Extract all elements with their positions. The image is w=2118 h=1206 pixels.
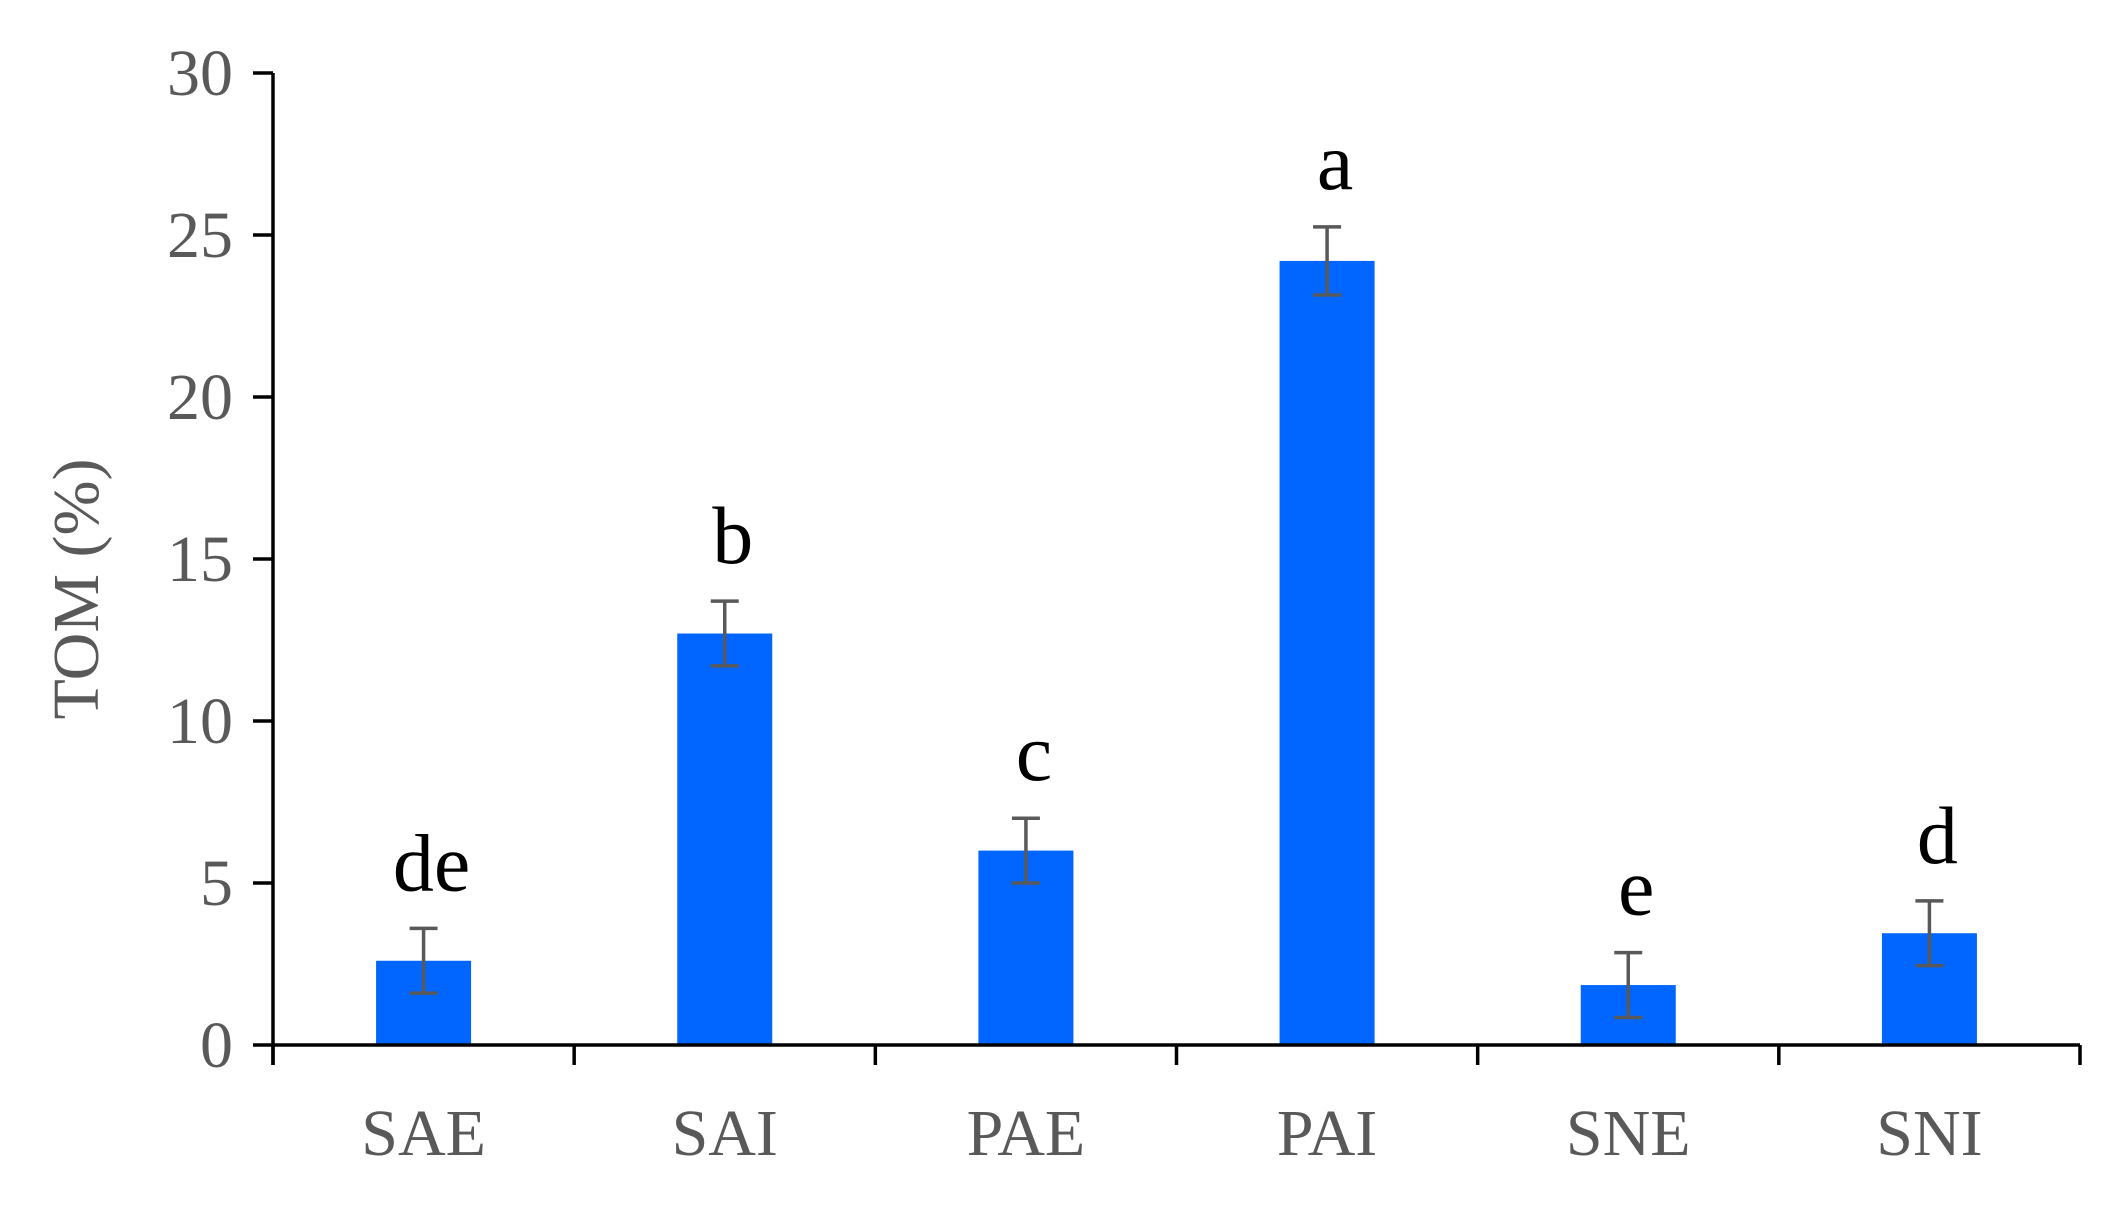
significance-label-sai: b [712, 490, 753, 581]
error-bars [409, 225, 1944, 1020]
bar-pai [1279, 260, 1375, 1045]
y-tick-label: 15 [167, 523, 233, 596]
y-tick-label: 20 [167, 361, 233, 434]
y-tick-label: 25 [167, 199, 233, 272]
y-axis-ticks: 0 5 10 15 20 25 30 [167, 37, 273, 1082]
y-tick-label: 10 [167, 685, 233, 758]
bar-sai [677, 633, 773, 1045]
significance-labels: de b c a e d [393, 116, 1958, 933]
bars [376, 260, 1977, 1045]
significance-label-sne: e [1618, 842, 1654, 933]
x-axis-category-labels: SAE SAI PAE PAI SNE SNI [361, 1097, 1982, 1170]
significance-label-sni: d [1917, 790, 1958, 881]
x-category-label-sai: SAI [672, 1097, 778, 1170]
x-category-label-sni: SNI [1876, 1097, 1982, 1170]
y-axis-title-group: TOM (%) [40, 459, 113, 720]
significance-label-sae: de [393, 817, 470, 908]
significance-label-pai: a [1317, 116, 1353, 207]
y-tick-label: 5 [200, 847, 233, 920]
axes [271, 73, 2082, 1065]
y-tick-label: 30 [167, 37, 233, 110]
x-category-label-sae: SAE [361, 1097, 486, 1170]
y-axis-title: TOM (%) [40, 459, 113, 720]
x-category-label-pai: PAI [1277, 1097, 1377, 1170]
x-category-label-sne: SNE [1566, 1097, 1691, 1170]
y-tick-label: 0 [200, 1009, 233, 1082]
significance-label-pae: c [1016, 707, 1052, 798]
x-category-label-pae: PAE [967, 1097, 1086, 1170]
